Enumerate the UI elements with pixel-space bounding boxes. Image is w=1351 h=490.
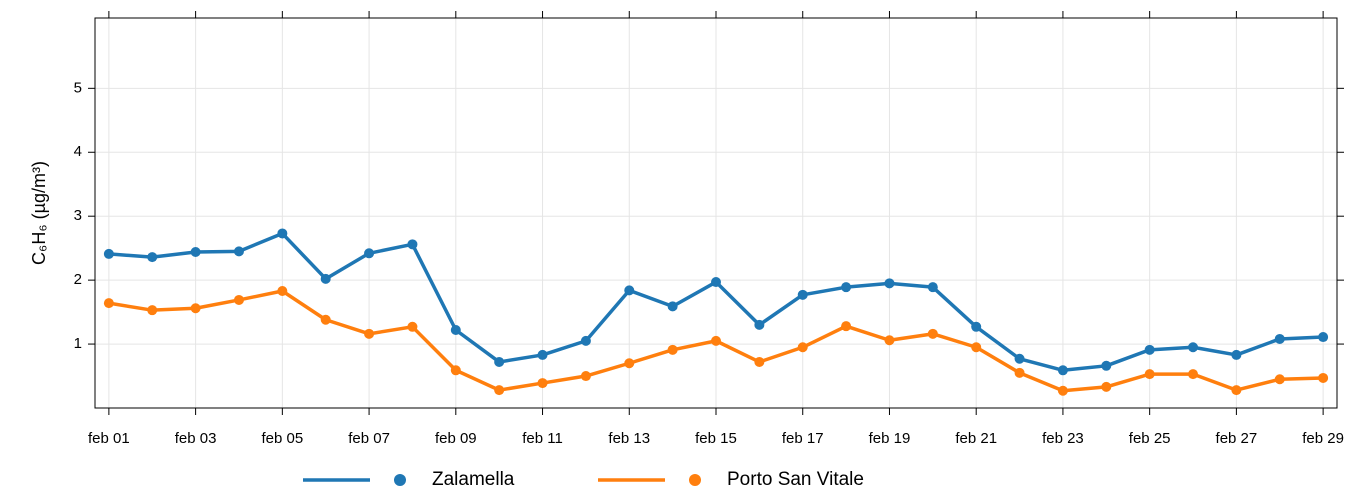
data-point — [1057, 385, 1068, 396]
data-point — [233, 246, 244, 257]
data-point — [971, 321, 982, 332]
data-point — [537, 378, 548, 389]
x-tick-label: feb 09 — [435, 430, 477, 447]
x-tick-label: feb 03 — [175, 430, 217, 447]
data-point — [1318, 372, 1329, 383]
data-point — [927, 282, 938, 293]
legend-label: Zalamella — [432, 469, 515, 490]
y-tick-label: 1 — [74, 335, 82, 352]
data-point — [1101, 360, 1112, 371]
x-tick-label: feb 01 — [88, 430, 130, 447]
data-point — [1188, 369, 1199, 380]
data-point — [1014, 367, 1025, 378]
data-point — [320, 314, 331, 325]
data-point — [407, 239, 418, 250]
data-point — [797, 342, 808, 353]
legend-marker — [394, 474, 406, 486]
data-point — [797, 289, 808, 300]
data-point — [927, 328, 938, 339]
data-point — [1101, 381, 1112, 392]
x-tick-label: feb 05 — [261, 430, 303, 447]
data-point — [190, 247, 201, 257]
x-tick-label: feb 13 — [608, 430, 650, 447]
y-tick-label: 4 — [74, 143, 82, 160]
data-point — [711, 335, 721, 346]
x-tick-label: feb 25 — [1129, 430, 1171, 447]
data-point — [147, 305, 158, 316]
x-tick-label: feb 17 — [782, 430, 824, 447]
data-point — [103, 298, 114, 309]
data-point — [580, 371, 591, 382]
data-point — [580, 335, 591, 346]
data-point — [364, 328, 375, 339]
data-point — [450, 365, 461, 376]
x-tick-label: feb 19 — [869, 430, 911, 447]
y-tick-label: 2 — [74, 271, 82, 288]
data-point — [494, 385, 505, 396]
data-point — [450, 325, 461, 335]
data-point — [884, 278, 895, 289]
data-point — [884, 335, 895, 346]
data-point — [190, 303, 201, 314]
data-point — [624, 358, 635, 369]
data-point — [667, 344, 678, 355]
data-point — [103, 248, 114, 259]
data-point — [233, 294, 244, 305]
data-point — [277, 286, 288, 296]
data-point — [407, 321, 418, 332]
data-point — [537, 349, 548, 360]
data-point — [494, 356, 505, 367]
x-tick-label: feb 07 — [348, 430, 390, 447]
x-tick-label: feb 27 — [1216, 430, 1258, 447]
x-tick-label: feb 15 — [695, 430, 737, 447]
data-point — [1144, 344, 1155, 355]
data-point — [1274, 374, 1285, 385]
data-point — [841, 282, 852, 293]
legend-label: Porto San Vitale — [727, 469, 864, 490]
data-point — [364, 248, 375, 259]
x-tick-label: feb 23 — [1042, 430, 1084, 447]
data-point — [1188, 342, 1199, 353]
data-point — [1231, 349, 1242, 360]
data-point — [147, 252, 158, 263]
x-tick-label: feb 11 — [522, 430, 563, 447]
data-point — [711, 277, 721, 288]
data-point — [1144, 369, 1155, 380]
data-point — [320, 273, 331, 284]
y-tick-label: 5 — [74, 79, 82, 96]
y-axis-label: C₆H₆ (µg/m³) — [29, 161, 49, 265]
data-point — [277, 228, 288, 239]
data-point — [667, 301, 678, 312]
data-point — [754, 319, 765, 330]
data-point — [841, 321, 852, 332]
x-tick-label: feb 29 — [1302, 430, 1344, 447]
data-point — [624, 285, 635, 296]
data-point — [1014, 353, 1025, 364]
data-point — [754, 356, 765, 367]
x-tick-label: feb 21 — [955, 430, 997, 447]
legend-marker — [689, 474, 701, 486]
y-tick-label: 3 — [74, 207, 82, 224]
data-point — [1231, 385, 1242, 396]
data-point — [1057, 365, 1068, 376]
data-point — [971, 342, 982, 353]
data-point — [1318, 332, 1329, 343]
data-point — [1274, 333, 1285, 344]
